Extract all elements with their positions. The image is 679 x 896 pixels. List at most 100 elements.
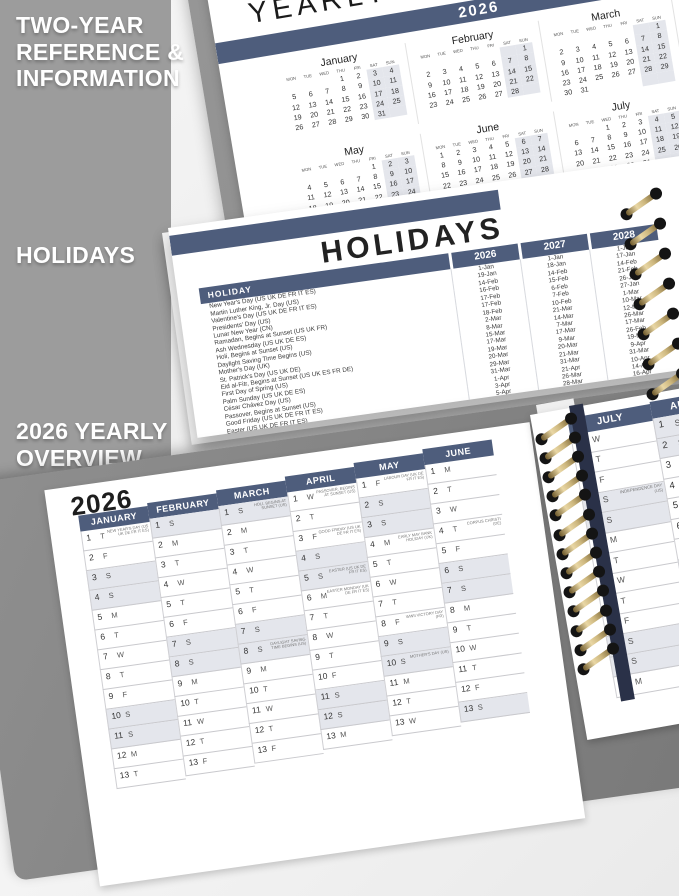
day-letter: T — [322, 610, 329, 621]
day-number: 2 — [88, 552, 95, 563]
day-letter: T — [405, 695, 412, 706]
day-number: 2 — [226, 526, 233, 538]
day-number: 3 — [297, 532, 304, 544]
day-number: 6 — [306, 592, 313, 603]
day-number: 13 — [463, 702, 474, 714]
day-number: 5 — [303, 572, 310, 583]
day-number: 12 — [460, 682, 472, 695]
day-letter: S — [630, 655, 638, 667]
day-letter: S — [237, 505, 244, 515]
day-number: 4 — [668, 479, 676, 492]
day-number: 5 — [440, 544, 447, 556]
day-letter: S — [673, 416, 679, 428]
mini-day-cell: 27 — [311, 119, 321, 130]
day-letter: W — [116, 649, 125, 660]
day-letter: M — [402, 675, 411, 686]
day-number: 11 — [320, 690, 331, 702]
day-letter: T — [612, 554, 620, 566]
day-letter: S — [333, 689, 341, 700]
day-letter: M — [171, 537, 179, 548]
day-letter: W — [196, 715, 205, 726]
day-number: 7 — [446, 584, 453, 596]
day-letter: M — [633, 675, 643, 687]
day-number: 3 — [91, 571, 98, 583]
day-letter: T — [174, 557, 180, 568]
day-letter: T — [452, 523, 458, 534]
day-letter: T — [471, 662, 478, 672]
day-letter: M — [190, 676, 199, 687]
day-number: 1 — [223, 506, 230, 518]
day-number: 12 — [391, 696, 403, 708]
mini-day-cell: 26 — [477, 91, 488, 102]
day-number: 8 — [242, 645, 250, 657]
day-number: 1 — [154, 519, 161, 531]
day-letter: S — [377, 497, 384, 508]
day-number: 11 — [113, 729, 124, 741]
day-letter: F — [270, 743, 277, 753]
day-letter: T — [199, 735, 205, 746]
day-letter: W — [265, 703, 274, 714]
day-number: 13 — [256, 743, 268, 756]
day-letter: M — [110, 609, 119, 620]
mini-day-cell — [641, 73, 660, 87]
day-letter: W — [176, 577, 186, 588]
mini-month-january: January MON TUE WED THU FRI SAT SUN 1 2 3 4 5 6 7 8 9 10 1… — [271, 43, 418, 146]
day-letter: S — [605, 513, 613, 525]
day-number: 6 — [237, 605, 244, 617]
day-number: 8 — [380, 618, 387, 629]
mini-day-cell — [389, 104, 408, 118]
day-number: 3 — [664, 459, 673, 472]
day-number: 5 — [672, 499, 679, 512]
day-number: 4 — [162, 578, 169, 590]
day-letter: F — [394, 616, 401, 627]
mini-day-cell: 28 — [327, 116, 337, 127]
day-letter: S — [254, 624, 261, 634]
day-letter: T — [132, 768, 139, 779]
day-number: 3 — [366, 519, 373, 530]
mini-day-cell: 27 — [494, 88, 504, 100]
day-number: 9 — [176, 677, 183, 689]
spread-left-columns: JANUARY 1 T NEW YEAR'S DAY (US UK DE FR IT … — [78, 439, 532, 790]
day-letter: W — [245, 564, 255, 575]
day-letter: F — [311, 531, 318, 541]
day-number: 9 — [107, 690, 115, 702]
day-number: 13 — [394, 716, 406, 728]
day-number: 6 — [99, 631, 106, 642]
day-number: 6 — [374, 578, 381, 590]
day-letter: F — [374, 477, 381, 488]
day-letter: F — [474, 682, 481, 692]
day-number: 6 — [443, 564, 450, 576]
day-letter: W — [468, 642, 478, 653]
day-number: 10 — [386, 657, 397, 669]
day-letter: S — [107, 590, 115, 600]
day-letter: M — [339, 729, 347, 739]
day-letter: S — [185, 636, 192, 647]
day-number: 8 — [449, 604, 456, 615]
day-number: 9 — [383, 637, 390, 649]
day-letter: T — [594, 453, 602, 465]
day-number: 4 — [300, 552, 307, 564]
day-number: 7 — [377, 598, 384, 609]
day-letter: F — [201, 755, 208, 766]
mini-month-march: March MON TUE WED THU FRI SAT SUN 1 2 3 4 5 6 7 8 9 10 11 1… — [537, 0, 679, 102]
day-number: 9 — [245, 665, 252, 676]
day-letter: S — [399, 656, 407, 666]
mini-day-cell: 30 — [360, 111, 370, 122]
day-letter: T — [113, 629, 120, 640]
day-letter: T — [268, 723, 274, 733]
day-number: 7 — [308, 611, 316, 623]
day-letter: S — [168, 518, 175, 528]
day-letter: F — [121, 689, 128, 699]
day-letter: F — [454, 543, 461, 554]
day-letter: T — [242, 545, 249, 555]
day-letter: F — [331, 669, 338, 680]
day-number: 7 — [102, 651, 109, 662]
day-number: 13 — [187, 756, 199, 768]
mini-day-cell: 30 — [563, 87, 573, 98]
mini-day-cell — [657, 70, 676, 84]
day-number: 13 — [119, 769, 130, 781]
day-number: 1 — [657, 418, 665, 431]
day-number: 2 — [295, 512, 302, 524]
day-letter: T — [386, 557, 392, 567]
day-letter: M — [463, 602, 471, 613]
